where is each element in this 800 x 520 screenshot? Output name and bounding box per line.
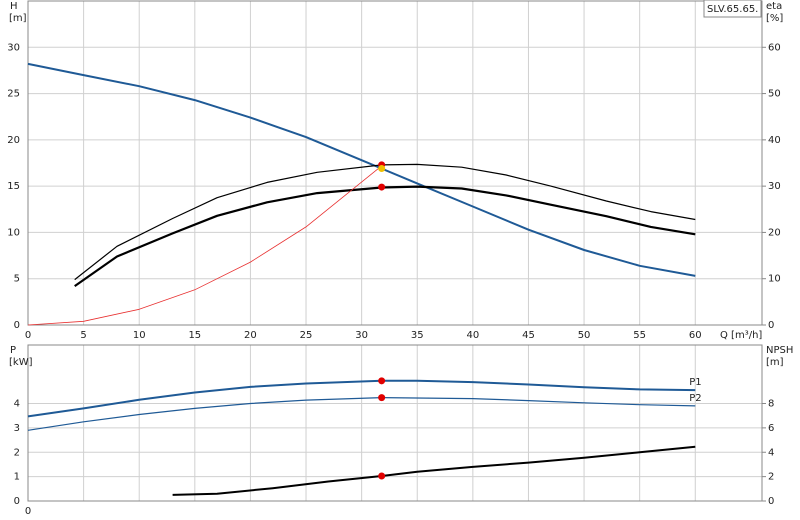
y2-axis-label: eta (766, 1, 782, 12)
y-tick-label: 15 (7, 181, 20, 192)
curve (74, 163, 696, 281)
curve-label: SLV.65.65. (707, 4, 758, 15)
x-axis-label: Q [m³/h] (720, 330, 762, 341)
label-box (703, 0, 762, 18)
y-tick-label: 2 (14, 447, 20, 458)
y2-tick-label: 60 (768, 42, 781, 53)
operating-point (378, 165, 386, 173)
curve (74, 185, 696, 288)
curve (27, 397, 696, 431)
y-tick-label: 10 (7, 227, 20, 238)
x-tick-label: 15 (188, 330, 201, 341)
y2-axis-unit: [m] (766, 357, 784, 368)
y2-tick-label: 0 (768, 320, 774, 331)
y-tick-label: 20 (7, 135, 20, 146)
x-tick-label: 45 (522, 330, 535, 341)
x-tick-label: 40 (466, 330, 479, 341)
y-tick-label: 3 (14, 423, 20, 434)
y-tick-label: 4 (14, 399, 20, 410)
y-tick-label: 30 (7, 42, 20, 53)
y-axis-unit: [m] (9, 13, 27, 24)
y2-tick-label: 8 (768, 399, 774, 410)
y-tick-label: 0 (14, 496, 20, 507)
operating-point (378, 472, 386, 480)
curve (27, 62, 696, 277)
y-axis-label: P (10, 345, 16, 356)
curve-name: P2 (689, 393, 701, 404)
y-tick-label: 0 (14, 320, 20, 331)
x-tick-label: 20 (244, 330, 257, 341)
x-tick-label: 10 (133, 330, 146, 341)
x-tick-label: 5 (80, 330, 86, 341)
curve-name: P1 (689, 377, 701, 388)
y-axis-label: H (10, 1, 18, 12)
x-tick-label: 55 (633, 330, 646, 341)
y-tick-label: 1 (14, 472, 20, 483)
operating-point (378, 377, 386, 385)
x-tick-label: 0 (25, 330, 31, 341)
y2-tick-label: 4 (768, 447, 774, 458)
y2-tick-label: 30 (768, 181, 781, 192)
x-tick-label: 60 (689, 330, 702, 341)
y2-tick-label: 2 (768, 472, 774, 483)
y2-tick-label: 0 (768, 496, 774, 507)
plot-frame (27, 344, 763, 502)
y2-tick-label: 6 (768, 423, 774, 434)
y2-axis-unit: [%] (766, 13, 783, 24)
y-tick-label: 5 (14, 274, 20, 285)
plot-frame (27, 0, 763, 326)
operating-point (378, 183, 386, 191)
curve (27, 165, 382, 326)
y2-axis-label: NPSH (766, 345, 793, 356)
y2-tick-label: 10 (768, 274, 781, 285)
x-tick-label: 0 (25, 506, 31, 517)
x-tick-label: 30 (355, 330, 368, 341)
y2-tick-label: 40 (768, 135, 781, 146)
curve (172, 445, 696, 496)
operating-point (378, 394, 386, 402)
y-tick-label: 25 (7, 89, 20, 100)
x-tick-label: 35 (411, 330, 424, 341)
x-tick-label: 25 (300, 330, 313, 341)
x-tick-label: 50 (578, 330, 591, 341)
y-axis-unit: [kW] (9, 357, 33, 368)
y2-tick-label: 50 (768, 89, 781, 100)
y2-tick-label: 20 (768, 227, 781, 238)
